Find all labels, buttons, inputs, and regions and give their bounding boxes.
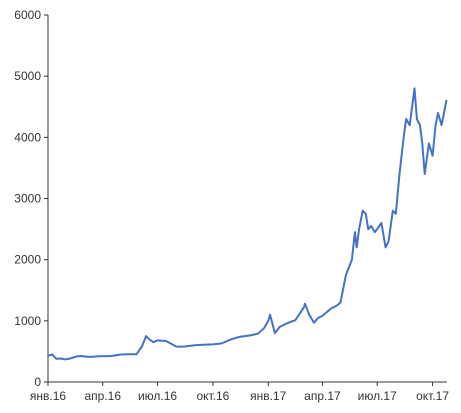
x-tick-label: окт.17 bbox=[416, 389, 449, 403]
x-tick-label: апр.16 bbox=[84, 389, 121, 403]
x-axis-ticks: янв.16 апр.16 июл.16 окт.16 янв.17 апр.17 июл.… bbox=[30, 382, 449, 403]
y-tick-label: 1000 bbox=[14, 314, 41, 328]
x-tick-label: янв.16 bbox=[30, 389, 67, 403]
x-tick-label: окт.16 bbox=[196, 389, 229, 403]
x-tick-label: апр.17 bbox=[304, 389, 341, 403]
x-tick-label: янв.17 bbox=[250, 389, 287, 403]
y-tick-label: 6000 bbox=[14, 8, 41, 22]
series-line bbox=[47, 87, 448, 361]
x-tick-label: июл.16 bbox=[138, 389, 177, 403]
y-tick-label: 5000 bbox=[14, 69, 41, 83]
y-tick-label: 0 bbox=[34, 375, 41, 389]
y-tick-label: 3000 bbox=[14, 192, 41, 206]
y-tick-label: 4000 bbox=[14, 130, 41, 144]
x-tick-label: июл.17 bbox=[358, 389, 397, 403]
y-tick-label: 2000 bbox=[14, 253, 41, 267]
y-axis-ticks: 0 1000 2000 3000 4000 5000 6000 bbox=[14, 8, 48, 389]
